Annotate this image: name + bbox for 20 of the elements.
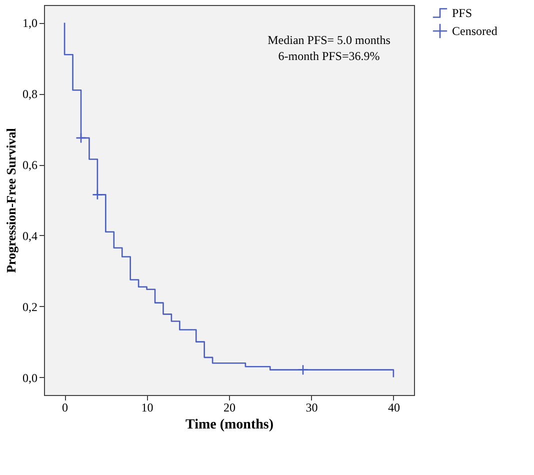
point	[298, 364, 308, 376]
y-tick-label: 0,8	[22, 87, 38, 102]
legend-label: Censored	[452, 24, 498, 38]
y-axis-title: Progression-Free Survival	[4, 128, 18, 273]
y-tick-label: 0,0	[22, 370, 38, 385]
legend-label: PFS	[452, 6, 472, 20]
y-tick-label: 1,0	[22, 16, 38, 30]
x-tick-label: 0	[62, 400, 68, 414]
x-tick-label: 20	[224, 400, 236, 414]
x-axis-title: Time (months)	[185, 418, 274, 432]
y-tick-label: 0,6	[22, 158, 38, 172]
x-tick-label: 10	[141, 400, 154, 414]
point	[76, 132, 86, 144]
annotation: Median PFS= 5.0 months	[268, 33, 391, 47]
x-tick-label: 40	[388, 400, 400, 414]
annotation: 6-month PFS=36.9%	[278, 49, 380, 63]
x-tick-label: 30	[306, 400, 318, 414]
point	[92, 189, 103, 200]
y-tick-label: 0,2	[22, 300, 38, 314]
y-tick-label: 0,4	[22, 228, 38, 243]
